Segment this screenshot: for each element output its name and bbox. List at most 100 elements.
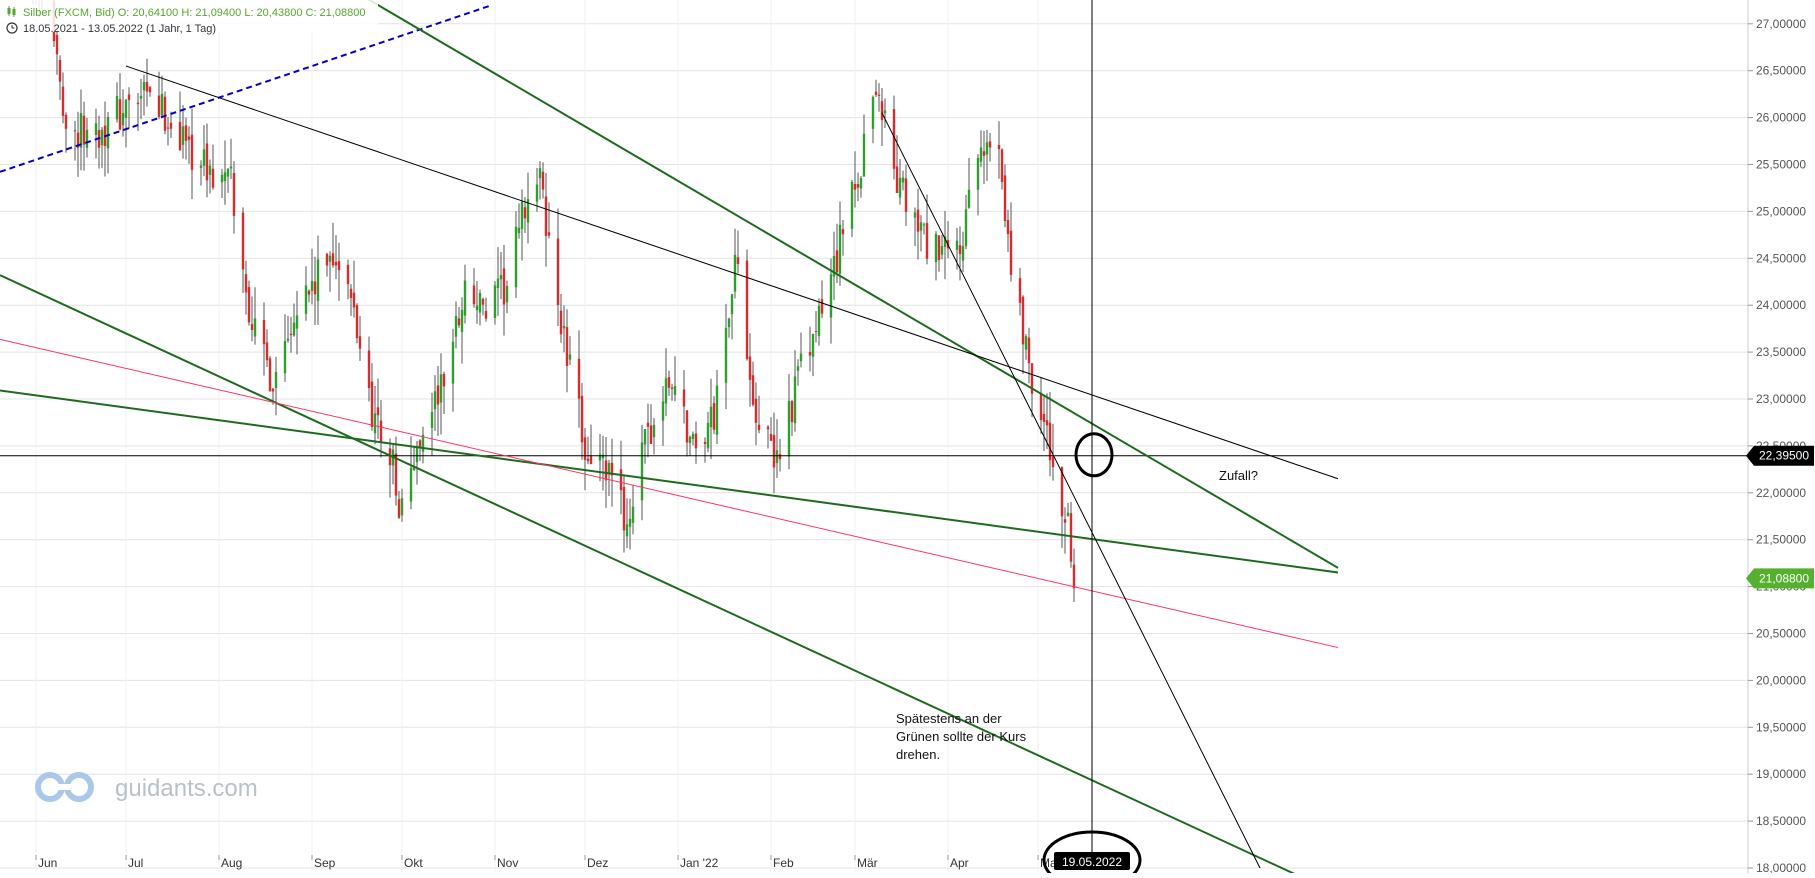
chart-header: Silber (FXCM, Bid) O: 20,64100 H: 21,094…	[0, 0, 378, 35]
candle-up	[454, 316, 458, 337]
candle-down	[685, 410, 689, 443]
trendline-3[interactable]	[0, 274, 1303, 878]
y-tick-label: 18,00000	[1756, 861, 1806, 873]
candle-up	[730, 294, 734, 315]
candle-up	[94, 123, 98, 135]
candle-down	[547, 232, 551, 236]
candle-up	[976, 158, 980, 190]
candle-down	[610, 462, 614, 476]
trendlines[interactable]	[0, 0, 1339, 878]
candle-up	[913, 212, 917, 218]
candle-down	[604, 460, 608, 481]
trendline-2[interactable]	[330, 0, 1339, 569]
candle-up	[862, 133, 866, 177]
annotation-line-3[interactable]: drehen.	[896, 747, 940, 762]
candle-down	[442, 373, 446, 387]
annotation-line-2[interactable]: Grünen sollte der Kurs	[896, 729, 1027, 744]
candle-down	[472, 285, 476, 305]
candle-up	[775, 450, 779, 464]
x-tick-label: Feb	[773, 856, 794, 870]
candle-up	[208, 165, 212, 175]
candle-down	[163, 96, 167, 131]
candle-down	[145, 81, 149, 92]
candle-up	[664, 378, 668, 404]
candle-up	[643, 429, 647, 445]
date-range: 18.05.2021 - 13.05.2022 (1 Jahr, 1 Tag)	[23, 23, 216, 35]
candles	[32, 0, 1076, 602]
x-tick-label: Jan '22	[680, 856, 719, 870]
candle-down	[337, 261, 341, 271]
candle-down	[649, 425, 653, 444]
candle-down	[1042, 413, 1046, 422]
candle-down	[877, 94, 881, 96]
candle-down	[76, 132, 80, 148]
candle-up	[607, 463, 611, 475]
annotation-line-1[interactable]: Spätestens an der	[896, 711, 1002, 726]
candle-up	[829, 274, 833, 318]
trendline-7[interactable]	[881, 112, 1261, 869]
candle-up	[412, 466, 416, 471]
candle-up	[706, 422, 710, 449]
candle-down	[184, 125, 188, 141]
candle-down	[892, 109, 896, 169]
candle-down	[268, 358, 272, 392]
candle-up	[253, 318, 257, 337]
candle-down	[1069, 513, 1073, 562]
candle-up	[631, 506, 635, 523]
candle-up	[811, 333, 815, 357]
candle-up	[283, 341, 287, 374]
trendline-1[interactable]	[0, 4, 493, 173]
candle-up	[817, 305, 821, 336]
candle-down	[577, 358, 581, 399]
x-tick-label: Okt	[404, 856, 423, 870]
candle-up	[796, 366, 800, 371]
candle-down	[331, 253, 335, 266]
x-tick-label: Sep	[314, 856, 336, 870]
candle-up	[625, 524, 629, 537]
candle-down	[790, 401, 794, 423]
candle-down	[580, 395, 584, 443]
candle-down	[211, 168, 215, 188]
candle-down	[754, 398, 758, 423]
candle-down	[271, 388, 275, 392]
candle-up	[223, 172, 227, 182]
candle-up	[691, 433, 695, 439]
clock-icon	[6, 22, 18, 34]
candle-down	[769, 434, 773, 441]
trendline-5[interactable]	[0, 338, 1339, 649]
candle-down	[703, 441, 707, 445]
candle-down	[565, 327, 569, 366]
candle-up	[373, 413, 377, 434]
watermark: guidants.com	[35, 772, 258, 802]
candle-up	[787, 400, 791, 457]
candle-up	[295, 315, 299, 329]
candle-up	[199, 165, 203, 168]
candle-down	[583, 437, 587, 460]
trendline-6[interactable]	[125, 65, 1339, 480]
candle-down	[484, 310, 488, 319]
candle-down	[352, 292, 356, 308]
candle-down	[751, 375, 755, 405]
last-price-badge: 21,08800	[1746, 568, 1814, 589]
candle-up	[493, 285, 497, 319]
candle-down	[379, 420, 383, 443]
candle-up	[79, 112, 83, 148]
candle-down	[289, 333, 293, 336]
candle-down	[355, 305, 359, 339]
crosshair-circle-marker	[1074, 432, 1114, 478]
annotation-zufall[interactable]: Zufall?	[1219, 468, 1258, 483]
candle-up	[535, 184, 539, 202]
y-tick-label: 24,50000	[1756, 251, 1806, 265]
trendline-4[interactable]	[0, 389, 1339, 574]
candle-up	[919, 222, 923, 231]
candle-down	[958, 245, 962, 255]
candle-down	[1072, 564, 1076, 589]
candle-up	[709, 406, 713, 428]
y-tick-label: 23,50000	[1756, 345, 1806, 359]
candle-down	[436, 385, 440, 405]
candle-down	[586, 458, 590, 462]
candle-down	[82, 115, 86, 145]
candle-down	[895, 166, 899, 193]
candle-up	[538, 168, 542, 179]
